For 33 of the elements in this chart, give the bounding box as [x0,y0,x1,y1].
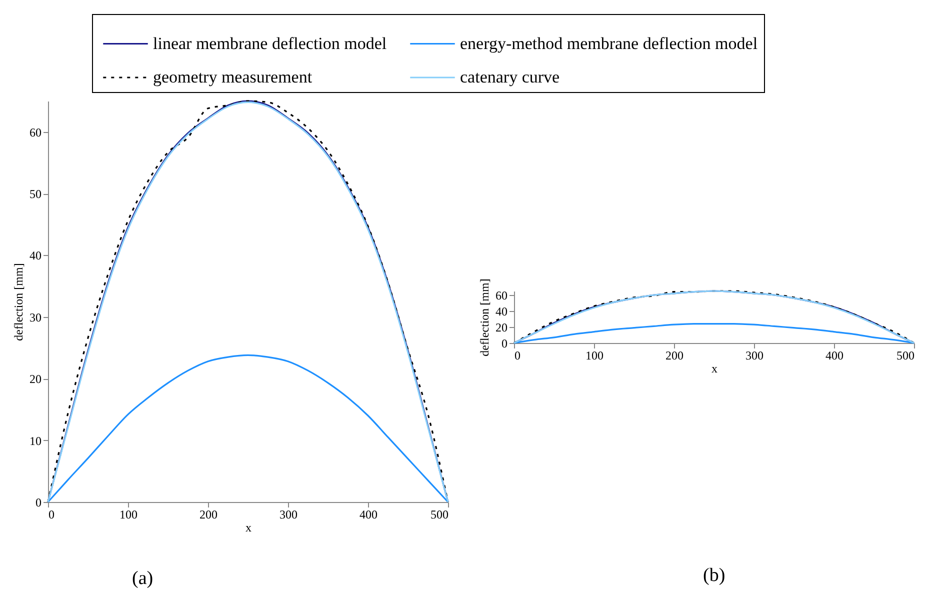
x-tick-label: 500 [896,348,914,362]
y-tick-label: 20 [30,372,42,386]
y-tick-label: 30 [30,310,42,324]
x-tick-label: 200 [200,508,218,522]
y-tick-label: 10 [30,434,42,448]
x-tick-label: 400 [826,348,844,362]
legend-label: linear membrane deflection model [153,34,387,53]
y-axis-title: deflection [mm] [478,278,492,356]
y-tick-label: 40 [496,304,508,318]
x-tick-label: 0 [48,508,54,522]
y-tick-label: 0 [502,336,508,350]
y-axis-title: deflection [mm] [12,263,26,341]
y-tick-label: 60 [496,288,508,302]
x-tick-label: 100 [586,348,604,362]
legend-label: catenary curve [460,68,560,86]
y-tick-label: 50 [30,187,42,202]
x-axis-title: x [246,520,252,534]
x-tick-label: 0 [514,348,520,362]
x-tick-label: 100 [120,508,138,522]
y-tick-label: 0 [36,496,42,510]
text: (b) [703,565,726,586]
x-tick-label: 500 [430,508,448,522]
x-axis-title: x [712,362,718,376]
x-tick-label: 200 [666,348,684,362]
text: (a) [132,568,154,589]
y-tick-label: 40 [30,248,42,263]
legend-label: energy-method membrane deflection model [460,34,758,53]
x-tick-label: 300 [280,508,298,522]
y-tick-label: 60 [30,125,42,140]
y-tick-label: 20 [496,320,508,334]
legend-label: geometry measurement [153,68,312,86]
x-tick-label: 300 [746,348,764,362]
x-tick-label: 400 [360,508,378,522]
